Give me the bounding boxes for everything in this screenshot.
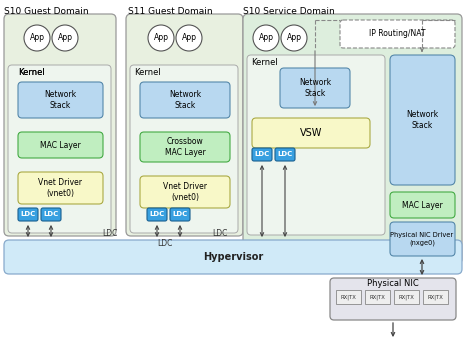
Text: App: App [153, 33, 169, 43]
FancyBboxPatch shape [8, 65, 111, 233]
Text: App: App [29, 33, 44, 43]
Text: RX|TX: RX|TX [427, 294, 443, 300]
Circle shape [148, 25, 174, 51]
FancyBboxPatch shape [275, 148, 295, 161]
Text: S11 Guest Domain: S11 Guest Domain [128, 7, 212, 16]
FancyBboxPatch shape [340, 20, 455, 48]
FancyBboxPatch shape [243, 14, 462, 264]
Circle shape [253, 25, 279, 51]
FancyBboxPatch shape [252, 148, 272, 161]
Text: Crossbow
MAC Layer: Crossbow MAC Layer [164, 137, 206, 157]
FancyBboxPatch shape [126, 14, 243, 236]
Text: LDC: LDC [21, 212, 35, 218]
Text: IP Routing/NAT: IP Routing/NAT [369, 29, 425, 38]
Text: Vnet Driver
(vnet0): Vnet Driver (vnet0) [163, 182, 207, 202]
Text: LDC: LDC [254, 152, 270, 158]
Circle shape [281, 25, 307, 51]
Text: Network
Stack: Network Stack [44, 90, 76, 110]
Text: Physical NIC: Physical NIC [367, 279, 419, 288]
FancyBboxPatch shape [140, 176, 230, 208]
Bar [336, 290, 361, 304]
Text: App: App [57, 33, 73, 43]
Text: LDC: LDC [150, 212, 164, 218]
Text: RX|TX: RX|TX [369, 294, 385, 300]
Circle shape [24, 25, 50, 51]
Bar [394, 290, 419, 304]
FancyBboxPatch shape [390, 222, 455, 256]
FancyBboxPatch shape [18, 172, 103, 204]
FancyBboxPatch shape [390, 192, 455, 218]
FancyBboxPatch shape [280, 68, 350, 108]
Text: App: App [287, 33, 302, 43]
FancyBboxPatch shape [252, 118, 370, 148]
Text: LDC: LDC [158, 240, 173, 248]
Text: Kernel: Kernel [134, 68, 161, 77]
Text: S10 Guest Domain: S10 Guest Domain [4, 7, 89, 16]
FancyBboxPatch shape [140, 132, 230, 162]
FancyBboxPatch shape [330, 278, 456, 320]
Text: Kernel: Kernel [18, 68, 45, 77]
FancyBboxPatch shape [147, 208, 167, 221]
FancyBboxPatch shape [4, 240, 462, 274]
FancyBboxPatch shape [18, 132, 103, 158]
Text: Network
Stack: Network Stack [406, 110, 438, 130]
Text: Network
Stack: Network Stack [169, 90, 201, 110]
FancyBboxPatch shape [4, 14, 116, 236]
Text: MAC Layer: MAC Layer [40, 141, 80, 149]
Text: RX|TX: RX|TX [398, 294, 414, 300]
FancyBboxPatch shape [130, 65, 238, 233]
Text: LDC: LDC [172, 212, 188, 218]
Text: App: App [181, 33, 197, 43]
FancyBboxPatch shape [18, 82, 103, 118]
Text: MAC Layer: MAC Layer [402, 201, 442, 209]
Bar [423, 290, 448, 304]
Text: App: App [259, 33, 274, 43]
FancyBboxPatch shape [140, 82, 230, 118]
Text: S10 Service Domain: S10 Service Domain [243, 7, 335, 16]
Text: VSW: VSW [300, 128, 322, 138]
Text: RX|TX: RX|TX [340, 294, 356, 300]
FancyBboxPatch shape [247, 55, 385, 235]
FancyBboxPatch shape [18, 208, 38, 221]
Text: Vnet Driver
(vnet0): Vnet Driver (vnet0) [38, 178, 82, 198]
FancyBboxPatch shape [390, 55, 455, 185]
Text: LDC: LDC [212, 229, 228, 239]
Text: LDC: LDC [43, 212, 59, 218]
Circle shape [176, 25, 202, 51]
Text: Kernel: Kernel [251, 58, 278, 67]
FancyBboxPatch shape [41, 208, 61, 221]
Text: Physical NIC Driver
(nxge0): Physical NIC Driver (nxge0) [391, 232, 453, 246]
Text: Network
Stack: Network Stack [299, 78, 331, 98]
Circle shape [52, 25, 78, 51]
Text: LDC: LDC [277, 152, 293, 158]
Text: Hypervisor: Hypervisor [203, 252, 263, 262]
Bar [365, 290, 390, 304]
Text: Kernel: Kernel [18, 68, 45, 77]
Text: LDC: LDC [103, 229, 118, 239]
FancyBboxPatch shape [170, 208, 190, 221]
